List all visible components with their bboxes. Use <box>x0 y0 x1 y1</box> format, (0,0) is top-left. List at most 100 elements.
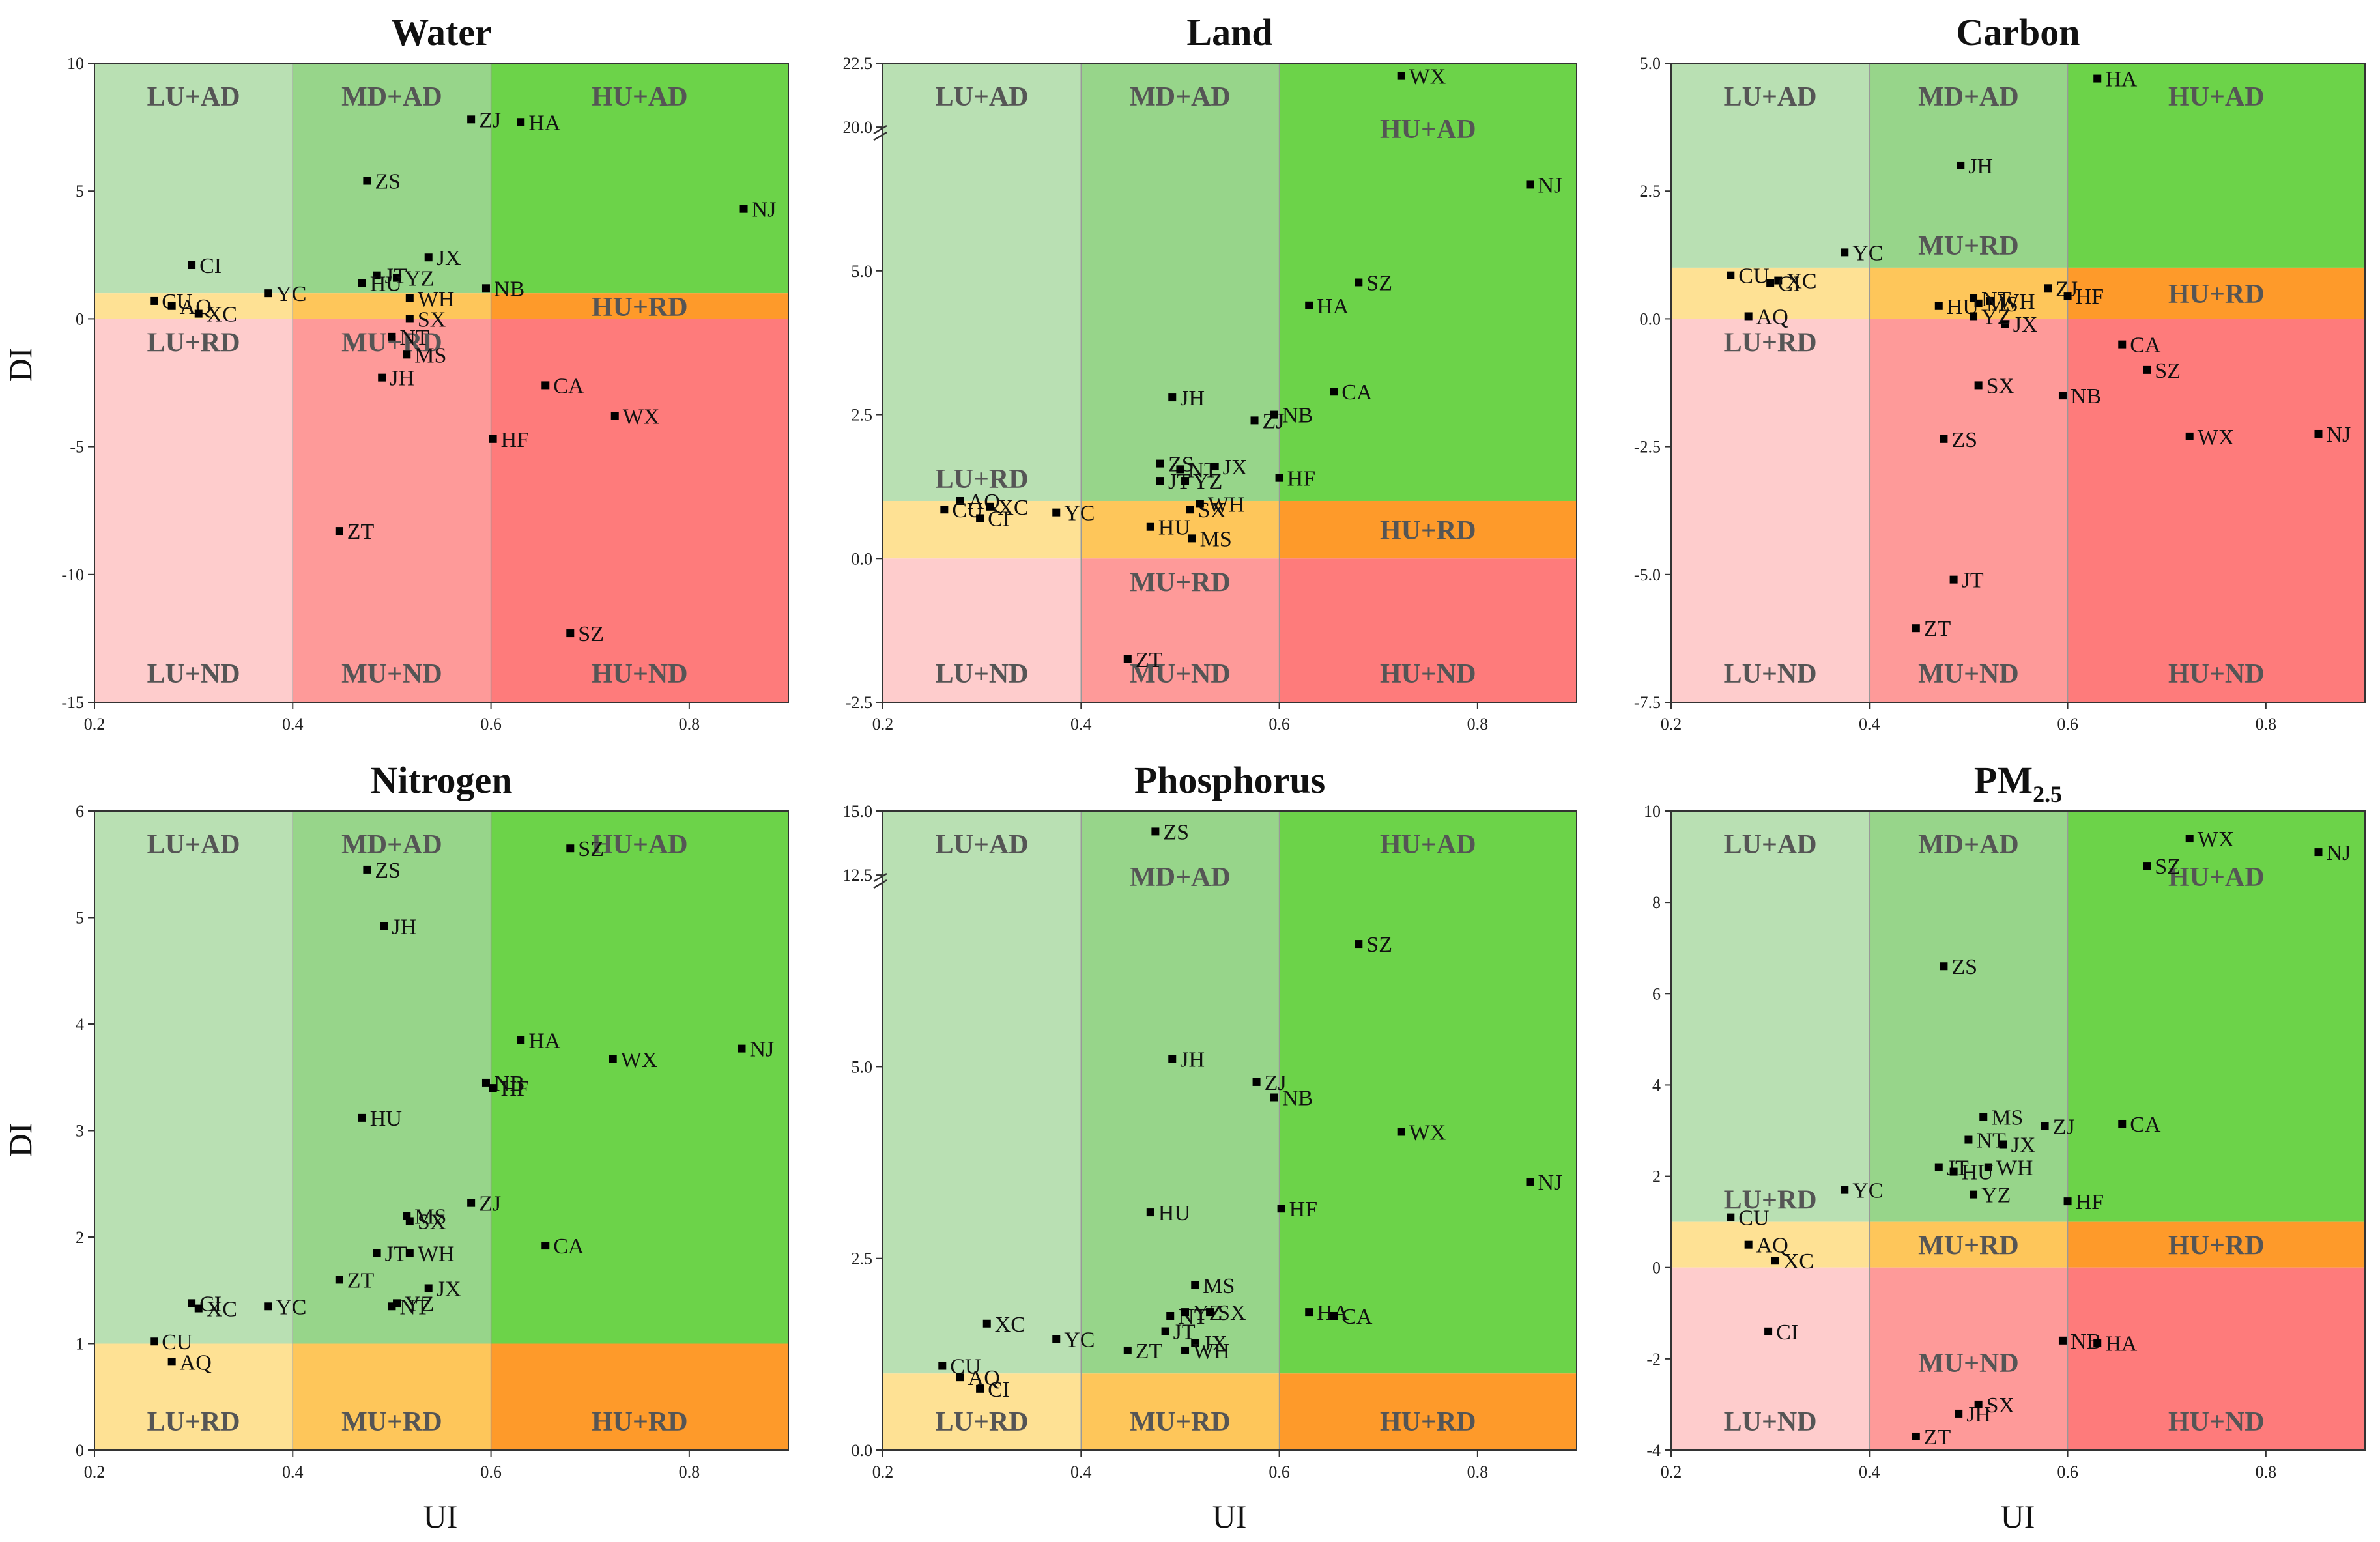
zone-mu-rd <box>1081 500 1280 559</box>
zone-hu-rd <box>2067 1221 2365 1268</box>
point-label-hf: HF <box>2076 285 2104 309</box>
point-label-ca: CA <box>2130 1113 2161 1137</box>
y-tick-label: -15 <box>61 693 84 712</box>
zone-label-lu-rd: LU+RD <box>147 328 240 358</box>
point-nj <box>738 1044 746 1053</box>
zone-md-ad <box>1869 811 2068 1222</box>
point-label-nt: NT <box>1981 287 2011 311</box>
zone-hu-ad <box>491 63 788 294</box>
axis-break-mark <box>873 132 887 141</box>
point-label-aq: AQ <box>1756 1234 1788 1258</box>
point-ha <box>1305 301 1313 309</box>
point-hf <box>489 435 497 443</box>
zone-label-mu-nd: MU+ND <box>341 659 442 689</box>
point-jt <box>1934 1163 1943 1171</box>
zone-label-md-ad: MD+AD <box>1130 82 1231 112</box>
point-sz <box>1355 278 1363 287</box>
zone-label-md-ad: MD+AD <box>341 830 442 860</box>
panel-title: Water <box>391 11 492 53</box>
point-label-sx: SX <box>418 307 446 332</box>
point-nj <box>739 205 748 213</box>
point-label-jt: JT <box>1173 1321 1196 1345</box>
point-label-yc: YC <box>1852 1179 1883 1203</box>
zone-label-hu-ad: HU+AD <box>592 82 688 112</box>
point-label-wh: WH <box>1208 493 1245 517</box>
point-nj <box>2314 848 2323 857</box>
panel-title: Carbon <box>1956 11 2080 53</box>
x-tick-label: 0.4 <box>282 715 304 734</box>
panel-title-subscript: 2.5 <box>2033 781 2062 807</box>
panel-title: PM2.5 <box>1974 759 2062 807</box>
y-tick-label: 2 <box>76 1228 84 1247</box>
point-zj <box>1250 416 1259 425</box>
point-jh <box>380 922 388 930</box>
y-tick-label: -2.5 <box>1634 438 1661 457</box>
point-wx <box>2185 432 2194 440</box>
point-label-ms: MS <box>1203 1274 1235 1298</box>
point-label-cu: CU <box>1738 1206 1769 1231</box>
point-ms <box>1188 534 1196 543</box>
y-tick-label: 2.5 <box>1640 182 1661 201</box>
point-label-jx: JX <box>437 1277 461 1301</box>
point-label-nj: NJ <box>1538 1171 1562 1195</box>
y-tick-label: 0.0 <box>852 1441 873 1460</box>
zone-hu-rd <box>2067 267 2365 319</box>
y-tick-label: 1 <box>76 1335 84 1354</box>
point-label-zt: ZT <box>1924 1425 1951 1449</box>
y-tick-label: 15.0 <box>843 802 873 821</box>
point-cu <box>150 1337 158 1346</box>
panel-title: Nitrogen <box>370 759 512 801</box>
zone-hu-nd <box>491 319 788 702</box>
point-label-nb: NB <box>494 1072 524 1096</box>
y-tick-label: 22.5 <box>843 54 873 73</box>
y-tick-label: -2.5 <box>846 693 872 712</box>
point-label-zs: ZS <box>375 170 401 194</box>
point-label-zj: ZJ <box>1265 1071 1287 1095</box>
point-label-zt: ZT <box>1924 617 1951 641</box>
point-zj <box>467 115 476 124</box>
zone-hu-nd <box>2067 1267 2365 1450</box>
point-hu <box>1949 1167 1958 1176</box>
y-tick-label: 4 <box>76 1015 84 1034</box>
zone-label-md-ad: MD+AD <box>1918 82 2019 112</box>
point-zt <box>1912 1432 1920 1440</box>
point-sx <box>405 1217 414 1225</box>
zone-label-hu-nd: HU+ND <box>1380 659 1476 689</box>
point-label-jx: JX <box>437 246 461 270</box>
point-label-ha: HA <box>528 111 561 135</box>
point-label-ms: MS <box>1200 527 1232 551</box>
point-label-wh: WH <box>1998 290 2035 314</box>
point-jt <box>373 1249 381 1257</box>
point-label-zs: ZS <box>375 859 401 883</box>
point-jh <box>1168 1055 1177 1063</box>
point-nb <box>481 1078 490 1087</box>
zone-label-lu-nd: LU+ND <box>1724 1407 1817 1437</box>
point-zs <box>1940 435 1948 443</box>
point-label-ha: HA <box>2105 68 2138 92</box>
y-tick-label: 10 <box>67 54 84 73</box>
x-tick-label: 0.6 <box>480 715 502 734</box>
zone-lu-nd <box>1671 1267 1870 1450</box>
point-label-nj: NJ <box>1538 173 1562 197</box>
zone-label-lu-nd: LU+ND <box>1724 659 1817 689</box>
zone-hu-rd <box>491 293 788 319</box>
zone-hu-rd <box>491 1343 788 1450</box>
point-ci <box>976 514 984 522</box>
x-tick-label: 0.6 <box>1269 715 1290 734</box>
point-zj <box>2044 284 2052 293</box>
zone-md-ad <box>293 63 491 294</box>
zone-lu-ad <box>94 811 293 1344</box>
point-nt <box>388 1302 396 1311</box>
panel-water: 0.2 0.4 0.6 0.8 -15 -10 -5 0 5 10 Water LU+AD MD+AD H… <box>61 11 789 734</box>
point-sx <box>1186 506 1194 514</box>
point-label-ha: HA <box>528 1029 561 1053</box>
point-ca <box>541 1242 550 1250</box>
point-label-hu: HU <box>370 272 402 296</box>
point-label-jx: JX <box>1223 455 1248 479</box>
zone-hu-ad <box>491 811 788 1344</box>
ylabel-bottom-row: DI <box>2 1123 38 1158</box>
point-yz <box>1970 312 1978 321</box>
zone-hu-nd <box>2067 319 2365 702</box>
point-label-zs: ZS <box>1951 955 1977 979</box>
